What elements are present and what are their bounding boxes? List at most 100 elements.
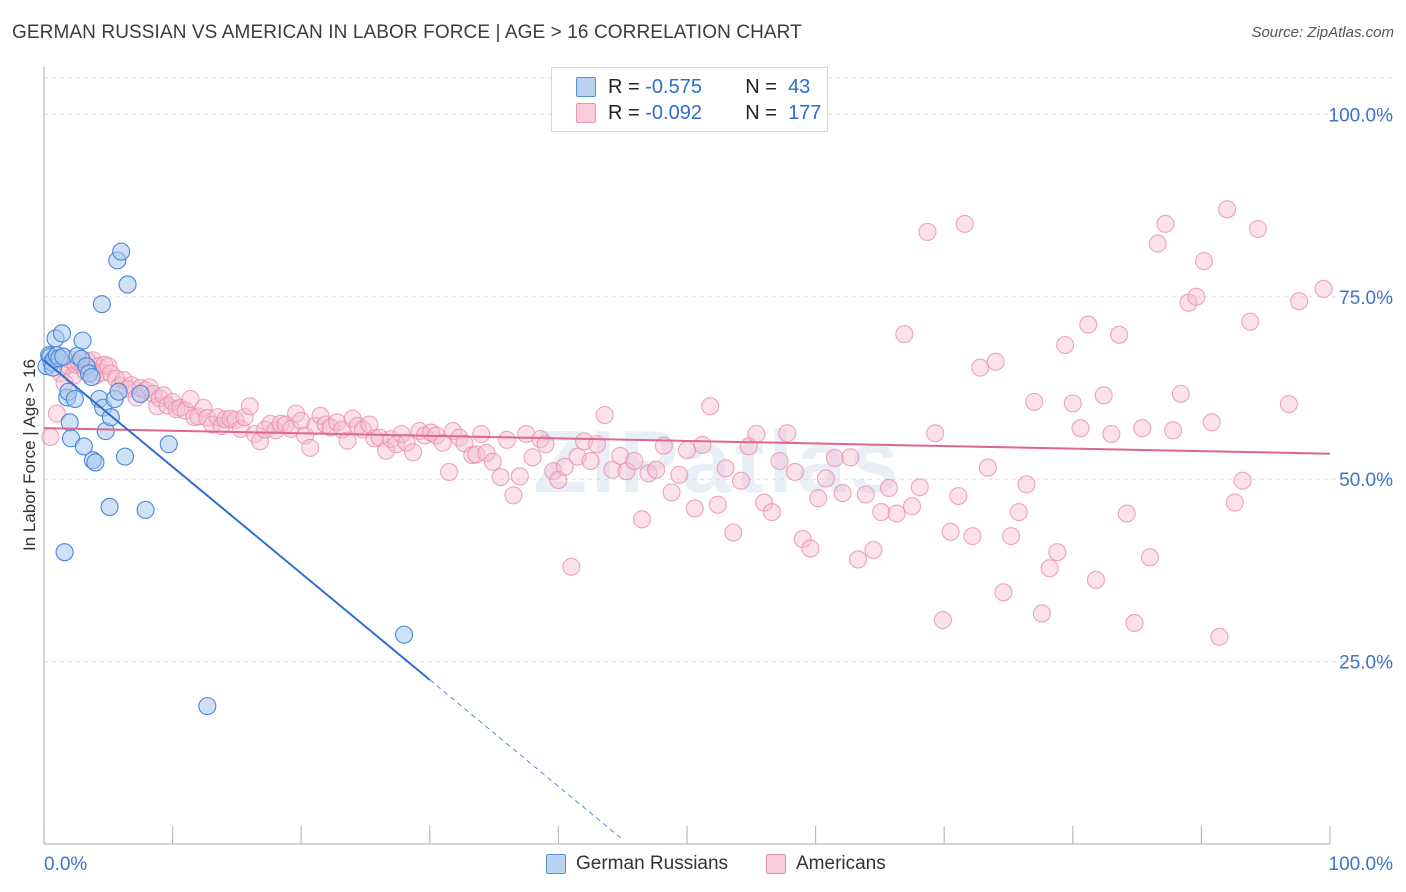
tick-labels: 25.0% 50.0% 75.0% 100.0% 0.0% 100.0% [44, 105, 1393, 875]
americans-point [926, 424, 945, 443]
americans-point [1314, 279, 1333, 298]
trend-lines [43, 359, 1331, 841]
americans-point [189, 407, 208, 426]
americans-point [301, 438, 320, 457]
americans-point [701, 397, 720, 416]
americans-point [1156, 214, 1175, 233]
legend-n-value: 43 [788, 75, 811, 98]
americans-point [685, 499, 704, 518]
german-russians-point [136, 500, 155, 519]
legend-swatch-blue [546, 854, 566, 874]
german-russians-points [37, 242, 414, 716]
americans-point [755, 493, 774, 512]
americans-point [397, 433, 416, 452]
americans-point [902, 497, 922, 516]
legend-r-label: R = [608, 101, 640, 124]
americans-point [1218, 200, 1237, 219]
americans-point [670, 465, 689, 484]
americans-point [1040, 559, 1059, 578]
americans-point [504, 486, 523, 505]
americans-point [1194, 252, 1214, 271]
gridlines [44, 77, 1394, 663]
americans-point [555, 457, 574, 476]
americans-point [731, 471, 751, 490]
americans-point [377, 441, 396, 460]
americans-point [292, 411, 311, 430]
americans-point [1279, 395, 1298, 414]
americans-point [41, 427, 60, 446]
legend-row-german-russians: R = -0.575 N = 43 [576, 75, 810, 99]
americans-point [1032, 604, 1051, 623]
y-tick-label: 100.0% [1329, 105, 1394, 126]
americans-point [523, 448, 542, 467]
americans-point [1056, 335, 1075, 355]
americans-point [825, 449, 844, 468]
americans-point [1133, 419, 1152, 438]
americans-point [595, 405, 614, 425]
americans-point [472, 424, 491, 444]
german-russians-point [395, 625, 414, 644]
americans-point [632, 510, 652, 529]
series-name: Americans [796, 853, 886, 874]
americans-point [978, 458, 997, 477]
americans-point [1171, 384, 1190, 403]
americans-point [536, 435, 555, 454]
series-legend-americans: Americans [766, 852, 886, 876]
americans-point [404, 443, 423, 462]
americans-point [1290, 292, 1309, 311]
americans-point [1210, 627, 1229, 646]
americans-point [785, 462, 805, 481]
americans-point [933, 610, 952, 630]
americans-point [549, 470, 568, 490]
americans-point [440, 462, 459, 481]
americans-point [1110, 325, 1129, 344]
americans-point [338, 431, 357, 450]
americans-point [1202, 413, 1221, 432]
americans-point [617, 462, 636, 481]
x-tick-label: 0.0% [44, 854, 87, 875]
americans-point [793, 530, 812, 549]
americans-point [693, 435, 712, 455]
americans-point [1002, 527, 1021, 546]
americans-point [625, 451, 644, 471]
americans-point [770, 451, 789, 471]
americans-point [724, 523, 743, 542]
americans-point [762, 503, 781, 522]
source-credit: Source: ZipAtlas.com [1251, 24, 1394, 41]
y-tick-label: 50.0% [1339, 470, 1393, 491]
german-russians-point [82, 368, 101, 387]
german-russians-point [159, 435, 178, 454]
americans-point [1117, 504, 1136, 523]
americans-point [677, 441, 697, 460]
legend-n-value: 177 [788, 101, 822, 124]
americans-point [747, 424, 766, 444]
americans-point [1148, 234, 1167, 253]
americans-point [235, 408, 254, 427]
german-russians-trend-extension [429, 679, 624, 841]
series-name: German Russians [576, 853, 729, 874]
americans-point [450, 428, 469, 447]
legend-n-label: N = [745, 75, 777, 98]
legend-n-label: N = [745, 101, 777, 124]
legend-row-americans: R = -0.092 N = 177 [576, 101, 821, 125]
legend-r-value: -0.092 [645, 101, 702, 124]
german-russians-point [109, 382, 128, 401]
german-russians-point [92, 295, 111, 314]
series-legend-german-russians: German Russians [546, 852, 728, 876]
americans-point [864, 540, 883, 560]
legend-r-label: R = [608, 75, 640, 98]
americans-point [611, 446, 630, 465]
german-russians-point [115, 447, 135, 466]
americans-point [918, 222, 937, 241]
americans-point [949, 486, 968, 506]
german-russians-point [61, 429, 81, 448]
chart-title: GERMAN RUSSIAN VS AMERICAN IN LABOR FORC… [12, 22, 802, 43]
americans-point [801, 539, 820, 558]
correlation-legend: R = -0.575 N = 43 R = -0.092 N = 177 [551, 67, 828, 132]
americans-point [510, 467, 529, 486]
legend-r-value: -0.575 [645, 75, 702, 98]
americans-point [1048, 543, 1067, 562]
german-russians-point [118, 275, 137, 294]
americans-point [1086, 570, 1105, 589]
